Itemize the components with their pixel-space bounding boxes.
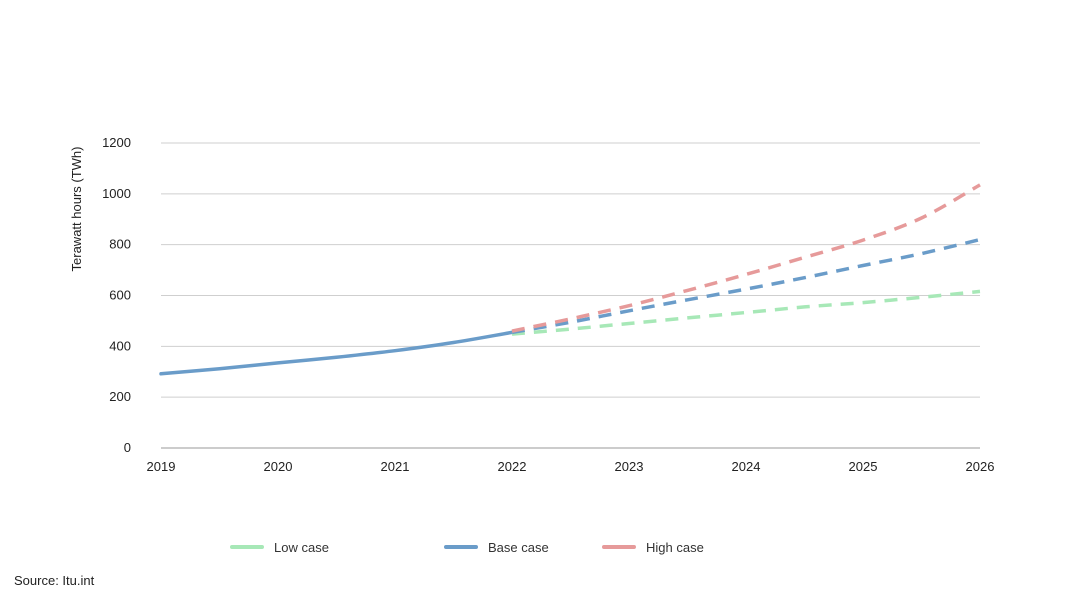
legend-label-low-case: Low case bbox=[274, 539, 329, 555]
x-axis-ticks: 2019 2020 2021 2022 2023 2024 2025 2026 bbox=[147, 459, 995, 474]
x-tick-label: 2022 bbox=[498, 459, 527, 474]
legend-swatch-low-case bbox=[230, 545, 264, 549]
series-line-historical bbox=[159, 330, 514, 376]
source-note: Source: Itu.int bbox=[14, 573, 95, 588]
x-tick-label: 2026 bbox=[966, 459, 995, 474]
x-tick-label: 2023 bbox=[615, 459, 644, 474]
legend-item-low-case: Low case bbox=[230, 540, 444, 555]
x-tick-label: 2019 bbox=[147, 459, 176, 474]
grid-lines bbox=[161, 142, 980, 449]
y-tick-label: 200 bbox=[109, 389, 131, 404]
legend-item-base-case: Base case bbox=[444, 540, 602, 555]
x-tick-label: 2025 bbox=[849, 459, 878, 474]
series-line-high-case bbox=[511, 183, 981, 333]
y-tick-label: 400 bbox=[109, 338, 131, 353]
x-tick-label: 2024 bbox=[732, 459, 761, 474]
x-tick-label: 2021 bbox=[381, 459, 410, 474]
legend-item-high-case: High case bbox=[602, 540, 704, 555]
y-tick-label: 1200 bbox=[102, 135, 131, 150]
chart-legend: Low case Base case High case bbox=[230, 537, 704, 557]
x-tick-label: 2020 bbox=[264, 459, 293, 474]
series-line-low-case bbox=[511, 289, 981, 336]
y-tick-label: 0 bbox=[124, 440, 131, 455]
legend-label-base-case: Base case bbox=[488, 539, 549, 555]
legend-swatch-high-case bbox=[602, 545, 636, 549]
series-line-base-case bbox=[511, 237, 981, 335]
y-axis-ticks: 0 200 400 600 800 1000 1200 bbox=[102, 135, 131, 455]
series-lines bbox=[159, 183, 981, 376]
y-tick-label: 800 bbox=[109, 237, 131, 252]
y-tick-label: 1000 bbox=[102, 186, 131, 201]
y-tick-label: 600 bbox=[109, 288, 131, 303]
legend-label-high-case: High case bbox=[646, 539, 704, 555]
legend-swatch-base-case bbox=[444, 545, 478, 549]
y-axis-title: Terawatt hours (TWh) bbox=[69, 147, 84, 272]
